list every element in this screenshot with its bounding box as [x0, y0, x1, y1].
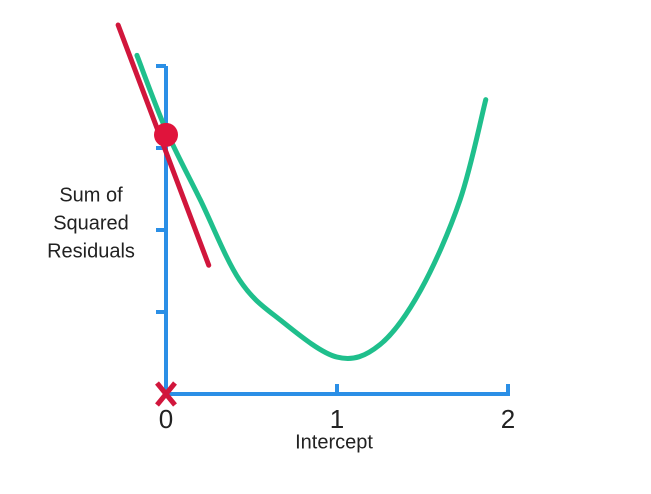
curve	[134, 52, 489, 361]
point	[154, 122, 178, 147]
x-tick-label: 0	[159, 404, 173, 434]
x-axis-label: Intercept	[295, 431, 373, 453]
x-tick-label: 1	[330, 404, 344, 434]
cross-marker	[155, 381, 177, 407]
y-axis-label: Squared	[53, 212, 129, 234]
x-tick-label: 2	[501, 404, 515, 434]
y-axis-label: Residuals	[47, 240, 135, 262]
y-axis-label: Sum of	[59, 184, 123, 206]
